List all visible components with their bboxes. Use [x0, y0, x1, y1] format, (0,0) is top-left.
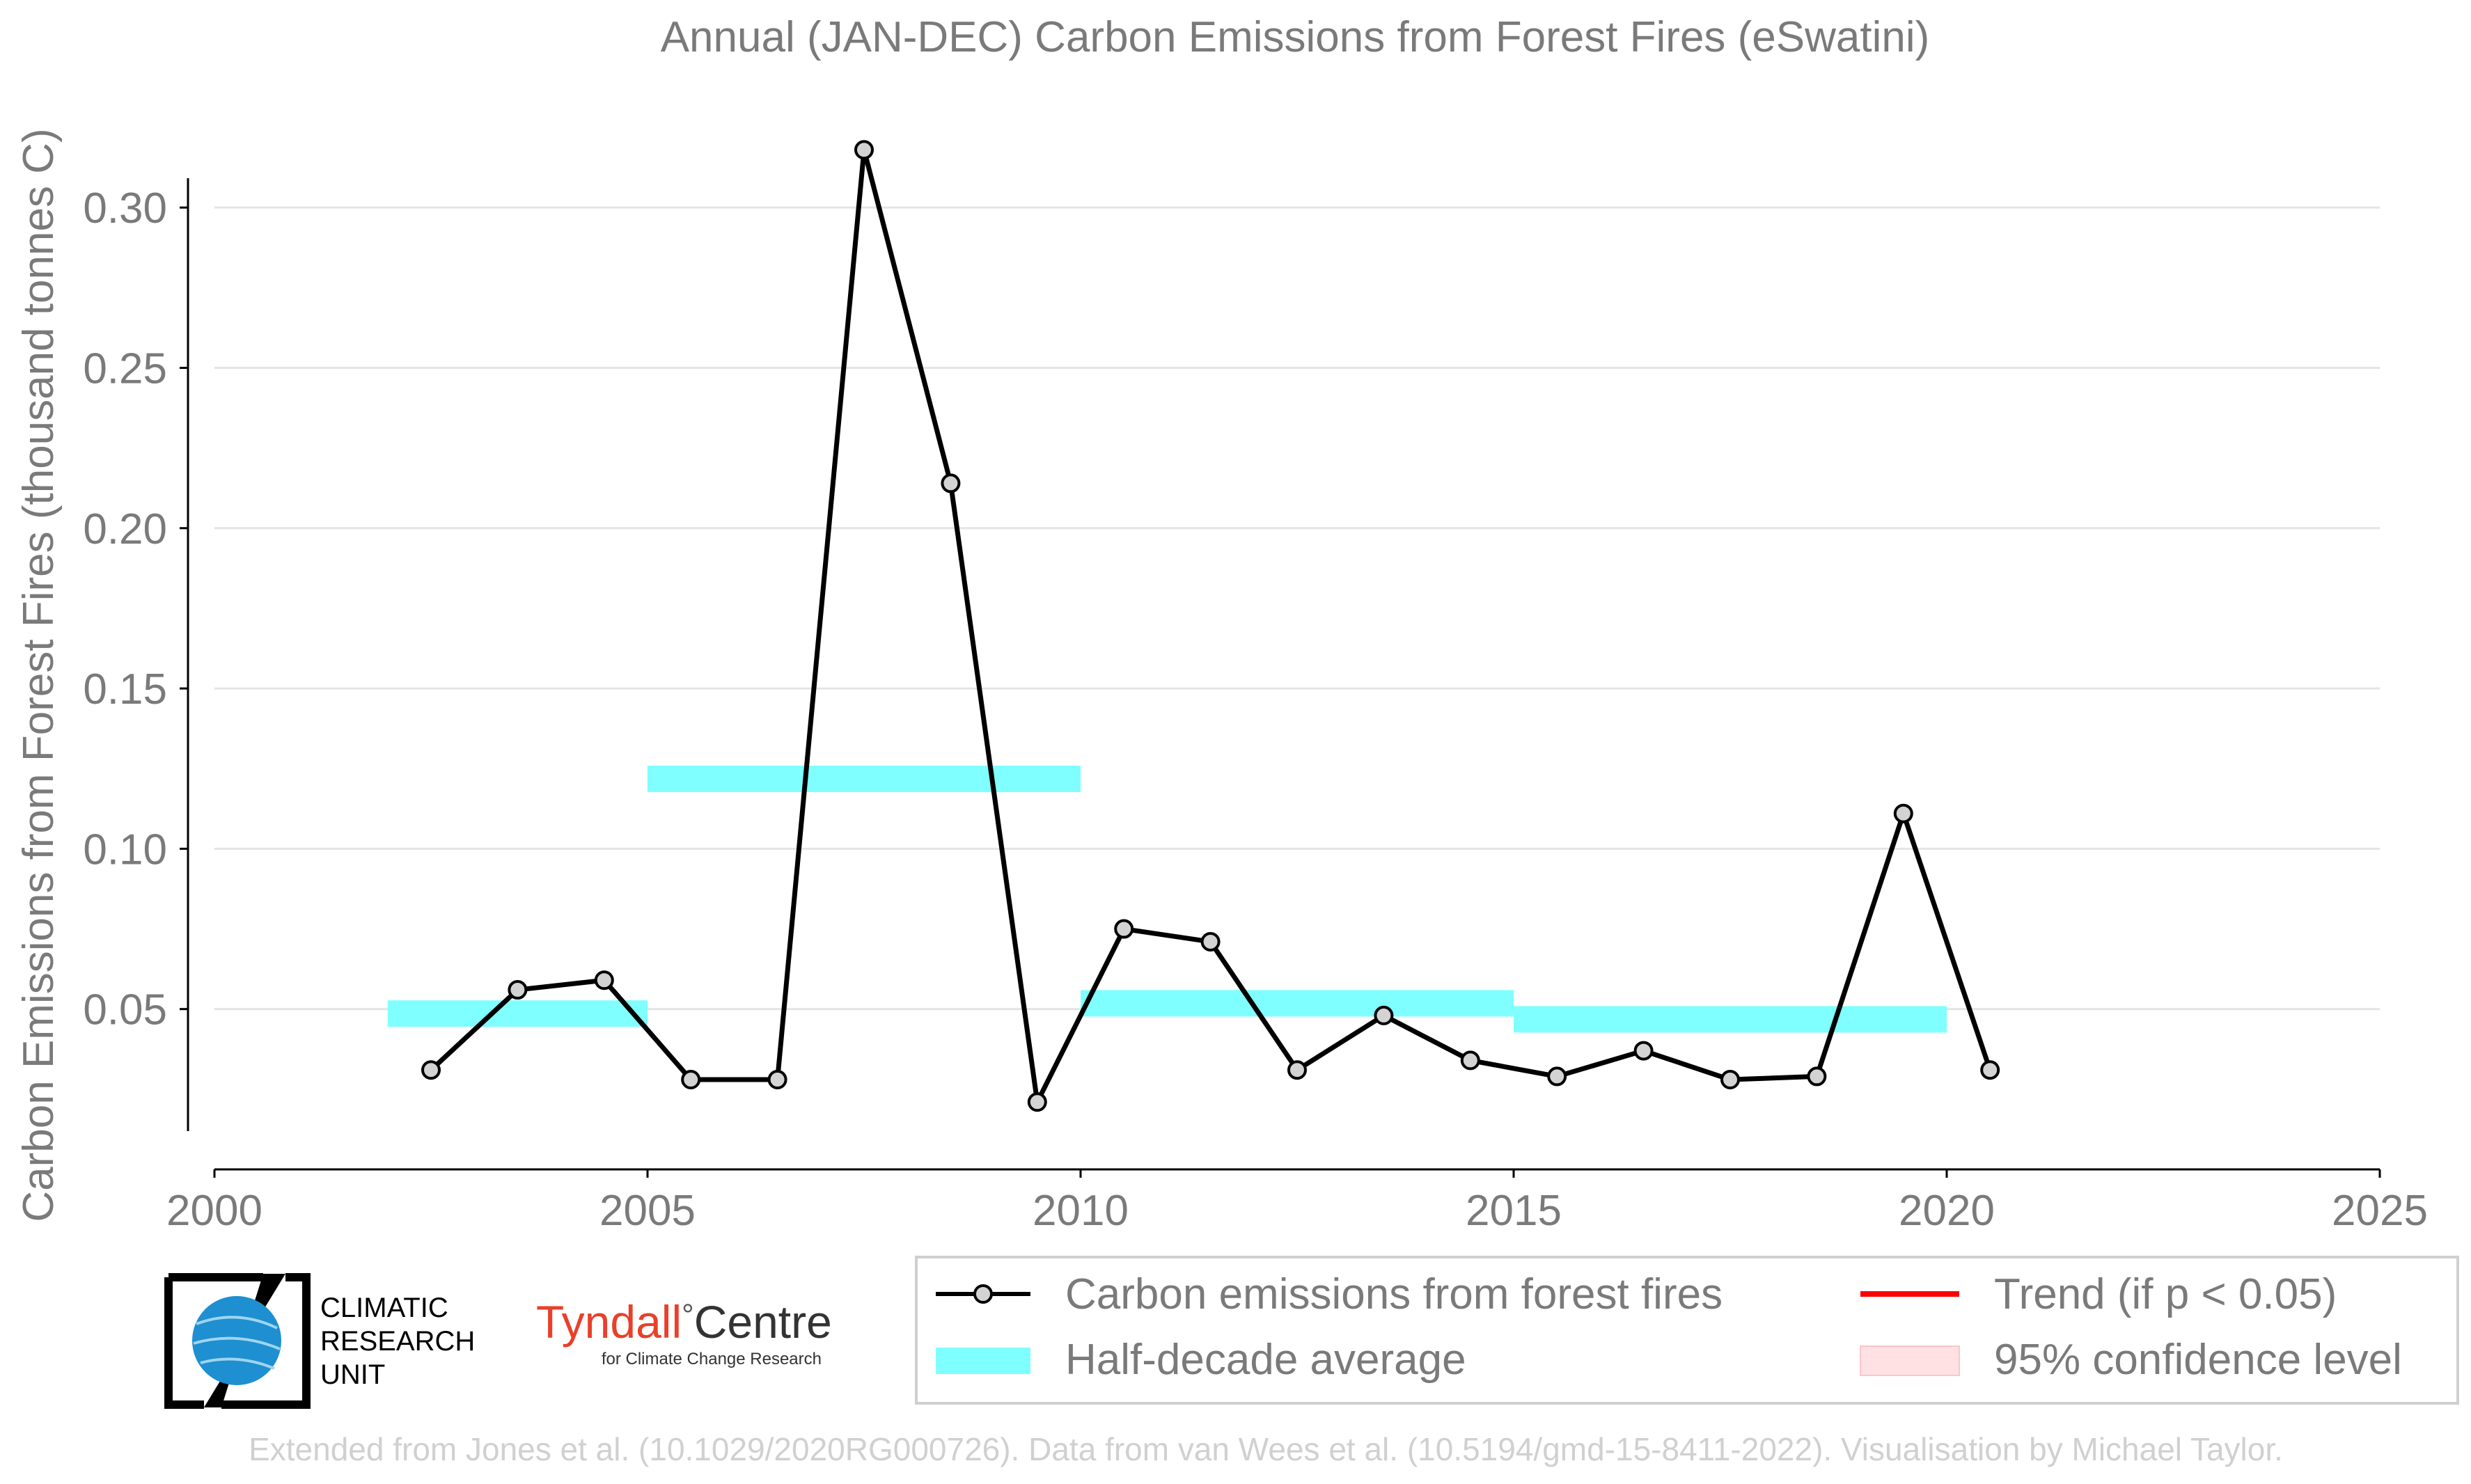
legend: Carbon emissions from forest fires Trend…: [915, 1256, 2459, 1405]
credit-text: Extended from Jones et al. (10.1029/2020…: [249, 1431, 2283, 1467]
emissions-point-16: [1807, 1066, 1827, 1087]
emissions-point-0: [421, 1060, 441, 1080]
emissions-point-5: [854, 140, 874, 160]
y-tick-label-2: 0.15: [83, 665, 167, 713]
emissions-line: [429, 147, 1993, 1105]
cru-logo-frame: [164, 1273, 311, 1409]
grid: [214, 206, 2380, 1011]
emissions-point-12: [1460, 1050, 1480, 1071]
tyndall-logo-centre: Centre: [694, 1296, 832, 1348]
emissions-point-4: [767, 1070, 787, 1090]
x-tick-label-5: 2025: [2332, 1187, 2428, 1235]
svg-text:Tyndall°Centre: Tyndall°Centre: [536, 1296, 832, 1348]
emissions-point-3: [681, 1070, 701, 1090]
axes: [180, 178, 2381, 1178]
x-tick-label-0: 2000: [166, 1187, 262, 1235]
y-axis-label: Carbon Emissions from Forest Fires (thou…: [15, 128, 63, 1222]
half-decade-band-2: [1081, 990, 1514, 1017]
legend-band-swatch: [936, 1348, 1030, 1374]
legend-marker-swatch: [973, 1284, 993, 1304]
cru-logo-line-2: RESEARCH: [320, 1326, 475, 1357]
emissions-point-6: [941, 473, 961, 494]
legend-label-half-decade: Half-decade average: [1065, 1336, 1466, 1384]
emissions-point-1: [508, 980, 528, 1000]
legend-label-confidence: 95% confidence level: [1994, 1336, 2402, 1384]
emissions-point-2: [594, 970, 614, 990]
emissions-series: [421, 140, 2000, 1112]
y-tick-labels: 0.05 0.10 0.15 0.20 0.25 0.30: [83, 184, 167, 1034]
x-tick-label-2: 2010: [1033, 1187, 1129, 1235]
tyndall-logo-sub: for Climate Change Research: [602, 1350, 822, 1368]
emissions-point-18: [1980, 1060, 2000, 1080]
legend-label-emissions: Carbon emissions from forest fires: [1065, 1270, 1723, 1318]
half-decade-band-3: [1514, 1006, 1947, 1033]
half-decade-bands: [387, 765, 1947, 1033]
x-tick-labels: 2000 2005 2010 2015 2020 2025: [166, 1187, 2428, 1235]
x-tick-label-1: 2005: [599, 1187, 696, 1235]
chart-title: Annual (JAN-DEC) Carbon Emissions from F…: [661, 13, 1930, 61]
emissions-point-17: [1893, 803, 1913, 823]
tyndall-logo-degree: °: [682, 1298, 694, 1332]
globe-icon-lines: [193, 1316, 281, 1370]
half-decade-band-1: [648, 765, 1081, 792]
emissions-point-11: [1374, 1005, 1394, 1025]
cru-logo: CLIMATIC RESEARCH UNIT: [164, 1273, 475, 1409]
x-tick-label-3: 2015: [1466, 1187, 1562, 1235]
y-tick-label-5: 0.30: [83, 184, 167, 232]
x-tick-label-4: 2020: [1899, 1187, 1995, 1235]
legend-label-trend: Trend (if p < 0.05): [1994, 1270, 2337, 1318]
y-tick-label-3: 0.20: [83, 505, 167, 553]
emissions-point-14: [1633, 1041, 1654, 1061]
emissions-point-8: [1114, 919, 1134, 939]
emissions-point-9: [1200, 931, 1221, 952]
emissions-point-10: [1287, 1060, 1307, 1080]
y-tick-label-4: 0.25: [83, 345, 167, 393]
y-tick-label-1: 0.10: [83, 826, 167, 874]
cru-logo-line-1: CLIMATIC: [320, 1293, 448, 1323]
cru-logo-line-3: UNIT: [320, 1359, 385, 1390]
legend-confidence-swatch: [1860, 1345, 1960, 1376]
emissions-point-13: [1547, 1066, 1567, 1087]
tyndall-logo: Tyndall°Centre for Climate Change Resear…: [536, 1296, 832, 1368]
emissions-point-7: [1027, 1092, 1047, 1112]
half-decade-band-0: [387, 1000, 648, 1027]
legend-box: [915, 1256, 2459, 1405]
emissions-point-15: [1720, 1070, 1740, 1090]
tyndall-logo-name: Tyndall: [536, 1296, 682, 1348]
y-tick-label-0: 0.05: [83, 986, 167, 1034]
